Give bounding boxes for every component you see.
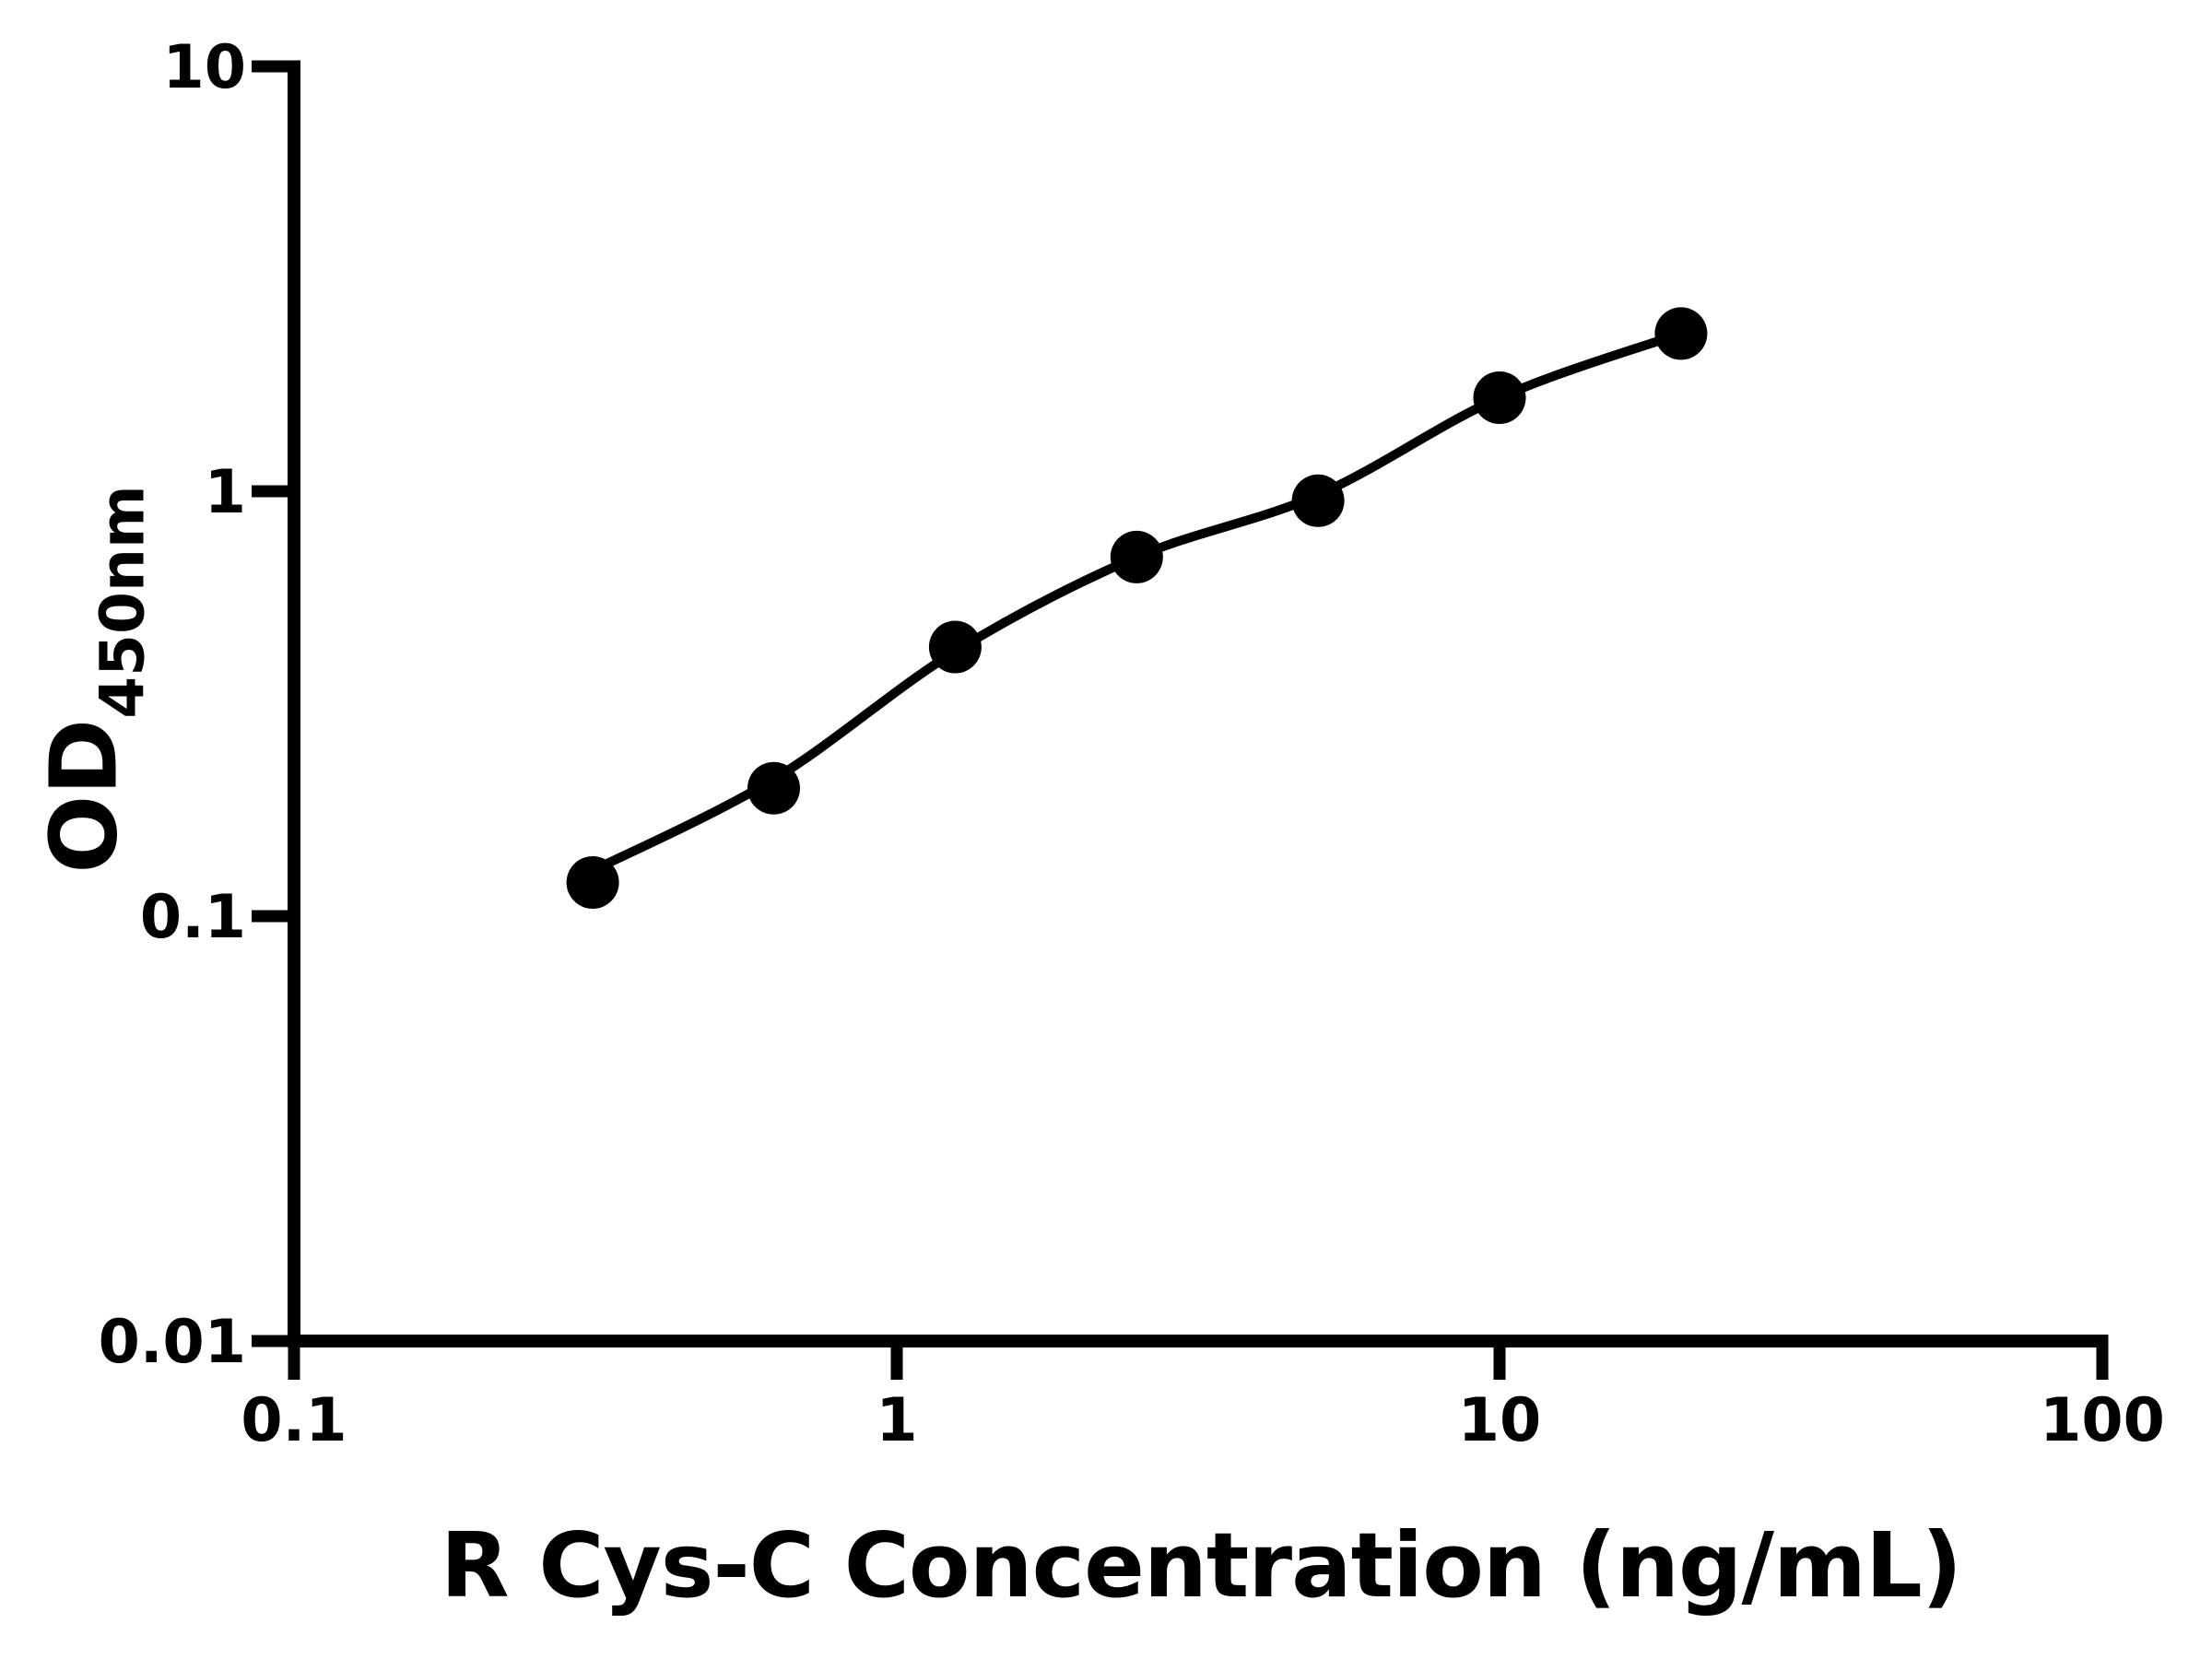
x-tick-label: 1 [876,1386,917,1455]
data-point [928,620,982,674]
y-axis-title: OD450nm [30,485,159,874]
data-point [747,761,800,815]
x-tick-label: 0.1 [241,1386,347,1455]
y-axis-title-main: OD [29,718,138,874]
data-point [1654,307,1708,360]
data-point [1291,474,1345,527]
y-tick-label: 0.1 [140,883,246,952]
data-point [1110,530,1163,583]
y-tick-label: 10 [163,33,246,102]
x-axis-title: R Cys-C Concentration (ng/mL) [440,1513,1962,1618]
data-point [1473,371,1526,424]
data-point [566,856,619,909]
y-tick-label: 1 [205,458,246,527]
x-tick-label: 100 [2040,1386,2165,1455]
x-tick-label: 10 [1458,1386,1541,1455]
y-axis-title-subscript: 450nm [87,485,159,719]
y-tick-label: 0.01 [99,1308,246,1377]
